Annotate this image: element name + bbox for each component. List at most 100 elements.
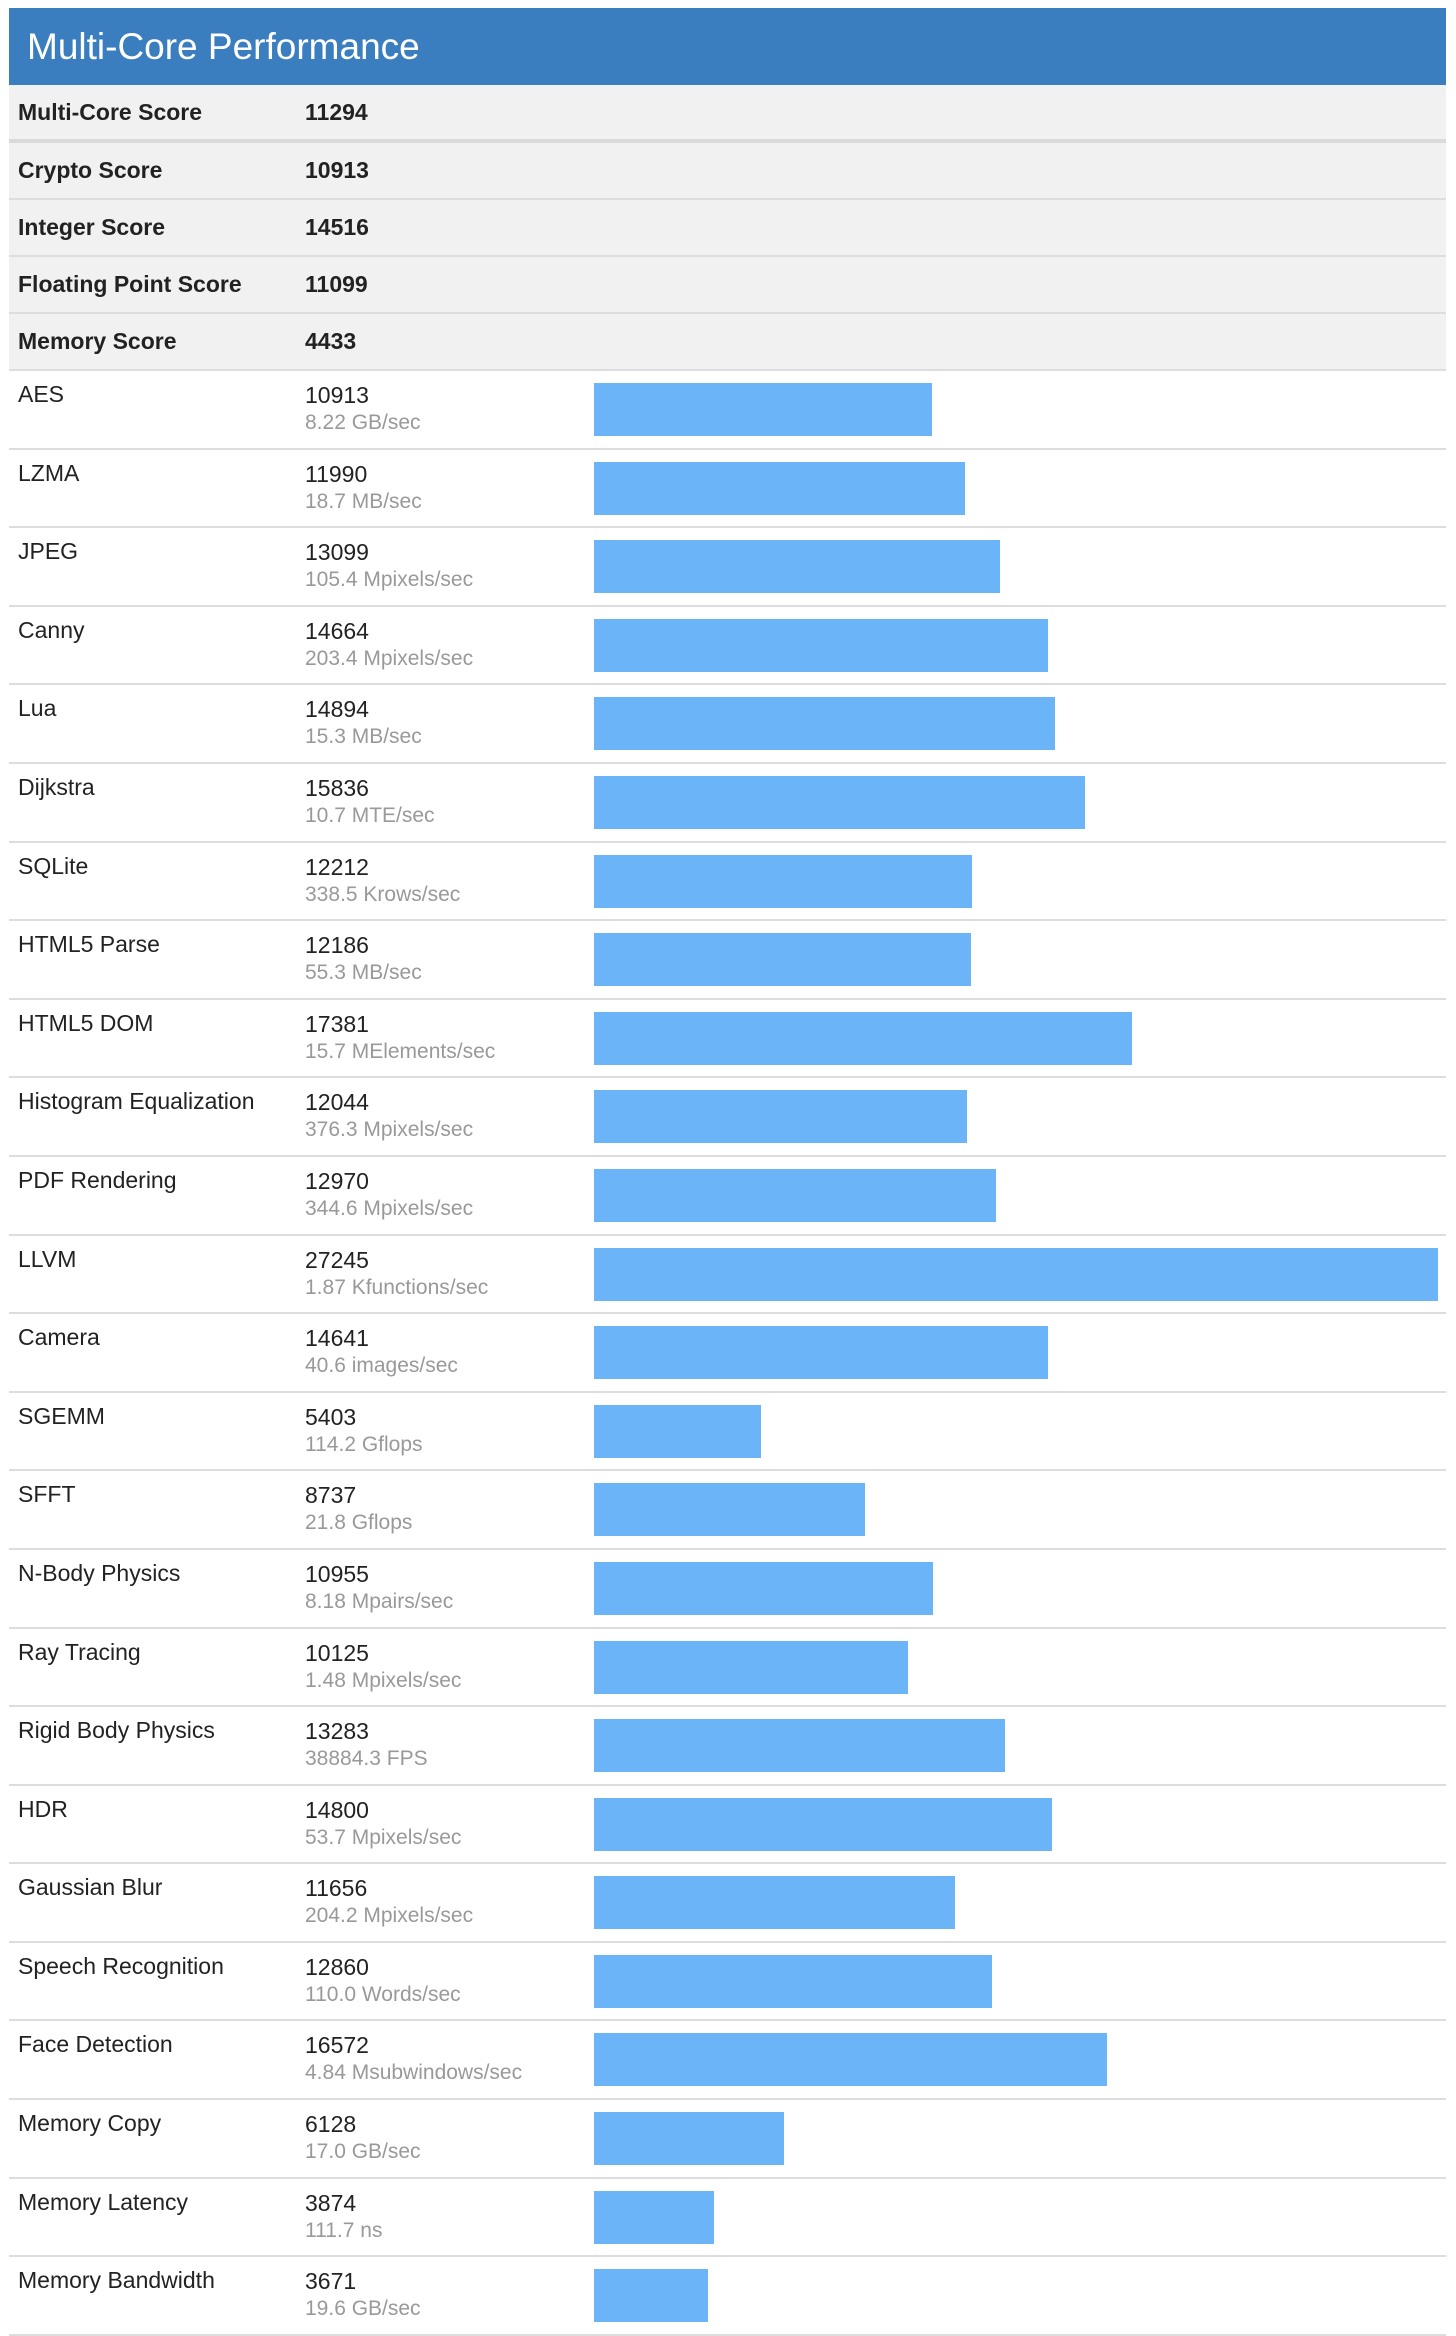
benchmark-name: N-Body Physics <box>18 1559 181 1586</box>
benchmark-bar <box>594 1640 908 1694</box>
benchmark-bar <box>594 1326 1048 1380</box>
benchmark-score: 11656 <box>305 1875 368 1902</box>
benchmark-name: HTML5 Parse <box>18 931 160 958</box>
benchmark-rate: 114.2 Gflops <box>305 1432 423 1456</box>
benchmark-score: 17381 <box>305 1010 369 1037</box>
benchmark-rate: 19.6 GB/sec <box>305 2297 421 2321</box>
benchmark-row: HDR 14800 53.7 Mpixels/sec <box>9 1785 1446 1865</box>
benchmark-row: Dijkstra 15836 10.7 MTE/sec <box>9 763 1446 843</box>
summary-value: 14516 <box>305 214 369 240</box>
benchmark-score: 12186 <box>305 932 369 959</box>
benchmark-row: Memory Latency 3874 111.7 ns <box>9 2178 1446 2258</box>
benchmark-row: LLVM 27245 1.87 Kfunctions/sec <box>9 1235 1446 1315</box>
summary-scores: Multi-Core Score 11294 Crypto Score 1091… <box>9 85 1446 371</box>
summary-row: Memory Score 4433 <box>9 314 1446 371</box>
benchmark-score: 15836 <box>305 774 369 801</box>
benchmark-row: Rigid Body Physics 13283 38884.3 FPS <box>9 1707 1446 1786</box>
benchmark-name: PDF Rendering <box>18 1166 177 1193</box>
benchmark-rate: 15.3 MB/sec <box>305 725 422 749</box>
summary-label: Multi-Core Score <box>18 98 203 125</box>
benchmark-score: 13283 <box>305 1718 369 1745</box>
benchmark-name: Camera <box>18 1324 100 1351</box>
benchmark-name: HTML5 DOM <box>18 1009 154 1036</box>
benchmark-row: HTML5 DOM 17381 15.7 MElements/sec <box>9 999 1446 1079</box>
benchmark-bar <box>594 461 965 515</box>
benchmark-rate: 18.7 MB/sec <box>305 489 422 513</box>
benchmark-name: Canny <box>18 616 85 643</box>
benchmark-bar <box>594 1797 1052 1851</box>
benchmark-name: LLVM <box>18 1245 77 1272</box>
benchmark-rate: 53.7 Mpixels/sec <box>305 1825 462 1849</box>
benchmark-rate: 344.6 Mpixels/sec <box>305 1196 474 1220</box>
benchmark-bar <box>594 2190 714 2244</box>
summary-label: Crypto Score <box>18 157 163 183</box>
benchmark-bar <box>594 1168 996 1222</box>
benchmark-row: Histogram Equalization 12044 376.3 Mpixels… <box>9 1078 1446 1157</box>
benchmark-bar <box>594 1247 1438 1301</box>
benchmark-score: 12860 <box>305 1953 369 1980</box>
benchmark-name: Speech Recognition <box>18 1952 224 1979</box>
benchmark-row: SFFT 8737 21.8 Gflops <box>9 1471 1446 1550</box>
benchmark-rate: 10.7 MTE/sec <box>305 803 435 827</box>
summary-label: Integer Score <box>18 214 165 240</box>
benchmark-row: Lua 14894 15.3 MB/sec <box>9 685 1446 764</box>
benchmark-score: 6128 <box>305 2111 357 2138</box>
summary-row: Multi-Core Score 11294 <box>9 85 1446 143</box>
benchmark-rate: 338.5 Krows/sec <box>305 882 461 906</box>
benchmark-rate: 203.4 Mpixels/sec <box>305 646 474 670</box>
benchmark-rate: 40.6 images/sec <box>305 1354 458 1378</box>
benchmark-row: N-Body Physics 10955 8.18 Mpairs/sec <box>9 1549 1446 1629</box>
benchmark-score: 11990 <box>305 460 368 487</box>
benchmark-row: SGEMM 5403 114.2 Gflops <box>9 1392 1446 1472</box>
benchmark-row: Memory Bandwidth 3671 19.6 GB/sec <box>9 2257 1446 2336</box>
benchmark-bar <box>594 618 1048 672</box>
summary-value: 11294 <box>305 98 368 125</box>
benchmark-score: 10125 <box>305 1639 369 1666</box>
section-header: Multi-Core Performance <box>9 8 1446 85</box>
benchmark-row: Ray Tracing 10125 1.48 Mpixels/sec <box>9 1628 1446 1708</box>
benchmark-rate: 1.48 Mpixels/sec <box>305 1668 462 1692</box>
benchmark-name: SQLite <box>18 852 89 879</box>
benchmark-bar <box>594 2269 708 2323</box>
benchmark-name: Histogram Equalization <box>18 1088 255 1115</box>
benchmark-row: SQLite 12212 338.5 Krows/sec <box>9 842 1446 922</box>
benchmark-bar <box>594 1876 955 1930</box>
benchmark-rate: 15.7 MElements/sec <box>305 1039 496 1063</box>
benchmark-score: 3874 <box>305 2189 357 2216</box>
benchmark-score: 12970 <box>305 1167 369 1194</box>
benchmark-row: PDF Rendering 12970 344.6 Mpixels/sec <box>9 1156 1446 1236</box>
benchmark-bar <box>594 854 972 908</box>
benchmark-row: HTML5 Parse 12186 55.3 MB/sec <box>9 921 1446 1000</box>
benchmark-rate: 4.84 Msubwindows/sec <box>305 2061 523 2085</box>
benchmark-name: Rigid Body Physics <box>18 1717 215 1744</box>
benchmark-name: JPEG <box>18 538 79 565</box>
benchmark-bar <box>594 697 1055 751</box>
multi-core-performance-panel: Multi-Core Performance Multi-Core Score … <box>9 8 1446 2336</box>
benchmark-name: LZMA <box>18 459 80 486</box>
benchmark-name: Ray Tracing <box>18 1638 141 1665</box>
benchmark-row: LZMA 11990 18.7 MB/sec <box>9 449 1446 529</box>
benchmark-bar <box>594 1561 933 1615</box>
benchmark-bar <box>594 2112 784 2166</box>
benchmark-name: AES <box>18 381 65 407</box>
summary-value: 4433 <box>305 328 357 354</box>
benchmark-score: 12212 <box>305 853 369 880</box>
benchmark-score: 12044 <box>305 1089 369 1116</box>
benchmark-bar <box>594 1090 967 1144</box>
benchmark-rate: 8.22 GB/sec <box>305 411 421 434</box>
benchmark-bar <box>594 1719 1005 1773</box>
benchmark-row: Camera 14641 40.6 images/sec <box>9 1314 1446 1393</box>
benchmark-rate: 111.7 ns <box>305 2218 383 2242</box>
benchmark-bar <box>594 2033 1107 2087</box>
benchmark-row: AES 10913 8.22 GB/sec <box>9 371 1446 450</box>
benchmark-bar <box>594 775 1085 829</box>
benchmark-rate: 105.4 Mpixels/sec <box>305 568 474 592</box>
benchmark-row: Speech Recognition 12860 110.0 Words/sec <box>9 1942 1446 2022</box>
benchmark-score: 14664 <box>305 617 369 644</box>
benchmark-name: Lua <box>18 695 57 722</box>
benchmark-name: Gaussian Blur <box>18 1874 163 1901</box>
benchmark-score: 27245 <box>305 1246 369 1273</box>
benchmark-rate: 55.3 MB/sec <box>305 961 422 985</box>
benchmark-bar <box>594 383 932 436</box>
benchmark-row: Canny 14664 203.4 Mpixels/sec <box>9 606 1446 686</box>
